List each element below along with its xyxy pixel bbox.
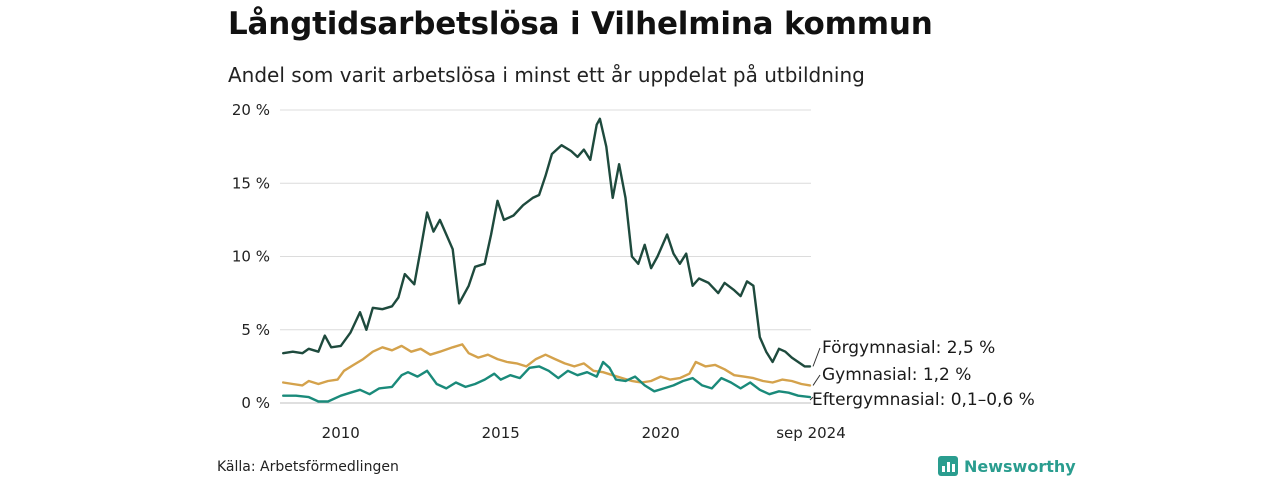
brand-logo[interactable]: Newsworthy <box>938 456 1076 476</box>
series-end-labels: Förgymnasial: 2,5 % Gymnasial: 1,2 % Efter… <box>809 338 1035 410</box>
label-leader-line <box>812 374 821 386</box>
newsworthy-icon <box>938 456 958 476</box>
series-line <box>282 360 812 403</box>
y-tick-label: 5 % <box>241 321 270 339</box>
label-leader-line <box>812 347 821 367</box>
series-lines <box>282 117 812 403</box>
y-axis-ticks: 0 % 5 % 10 % 15 % 20 % <box>232 101 270 412</box>
y-tick-label: 15 % <box>232 174 270 192</box>
x-tick-label: 2020 <box>642 424 680 442</box>
series-line <box>282 343 812 387</box>
y-tick-label: 0 % <box>241 394 270 412</box>
brand-name: Newsworthy <box>964 456 1076 476</box>
series-line <box>282 117 812 368</box>
series-end-label: Förgymnasial: 2,5 % <box>822 338 995 358</box>
series-end-label: Gymnasial: 1,2 % <box>822 365 971 385</box>
x-tick-label: 2015 <box>482 424 520 442</box>
x-axis-ticks: 2010 2015 2020 sep 2024 <box>322 424 846 442</box>
source-note: Källa: Arbetsförmedlingen <box>217 459 399 475</box>
grid-lines <box>280 109 811 404</box>
chart-subtitle: Andel som varit arbetslösa i minst ett å… <box>228 63 865 87</box>
x-tick-label: 2010 <box>322 424 360 442</box>
y-tick-label: 10 % <box>232 248 270 266</box>
chart-title: Långtidsarbetslösa i Vilhelmina kommun <box>228 6 933 42</box>
x-tick-label-end: sep 2024 <box>776 424 846 442</box>
label-leader-line <box>809 396 814 401</box>
series-end-label: Eftergymnasial: 0,1–0,6 % <box>812 390 1035 410</box>
y-tick-label: 20 % <box>232 101 270 119</box>
